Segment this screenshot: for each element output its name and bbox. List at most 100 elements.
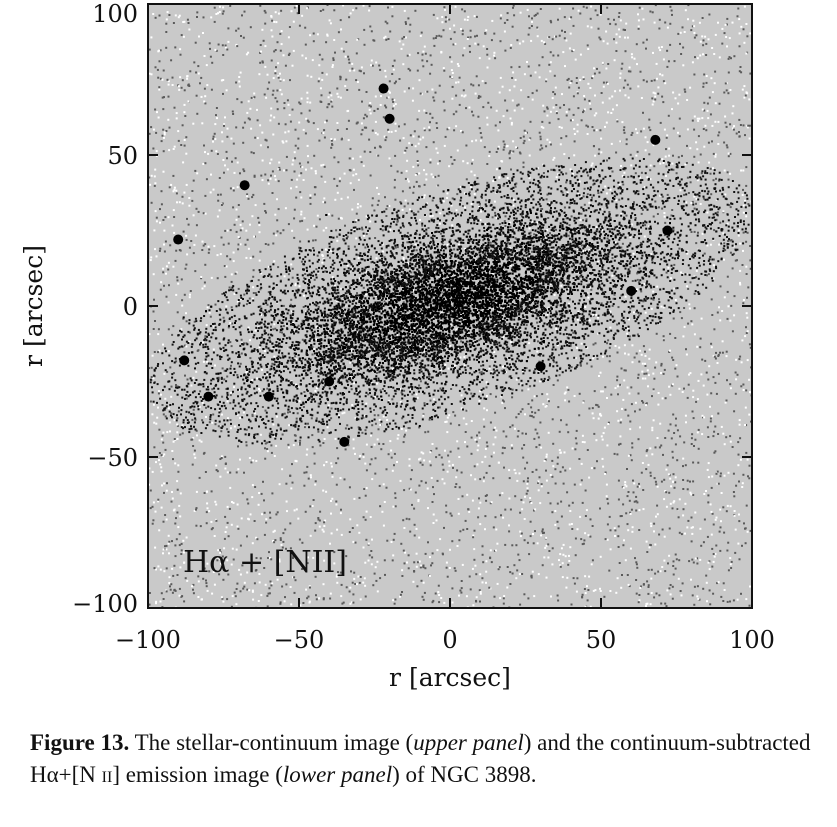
noise-pixel	[734, 371, 737, 374]
noise-pixel	[665, 605, 668, 608]
noise-pixel	[461, 131, 464, 134]
noise-pixel	[623, 131, 626, 134]
noise-pixel	[627, 96, 630, 99]
noise-pixel	[407, 567, 410, 570]
noise-pixel	[558, 449, 561, 452]
noise-pixel	[723, 258, 725, 261]
noise-pixel	[466, 38, 469, 40]
noise-pixel	[294, 459, 297, 462]
noise-pixel	[285, 482, 288, 485]
noise-pixel	[533, 14, 536, 17]
noise-pixel	[157, 500, 160, 503]
noise-pixel	[742, 383, 745, 386]
noise-pixel	[456, 469, 459, 472]
noise-pixel	[643, 283, 646, 285]
noise-pixel	[547, 543, 550, 546]
noise-pixel	[265, 346, 268, 349]
noise-pixel	[321, 528, 324, 531]
noise-pixel	[506, 12, 509, 15]
noise-pixel	[416, 150, 419, 153]
noise-pixel	[482, 106, 485, 109]
noise-pixel	[743, 5, 746, 8]
noise-pixel	[688, 373, 690, 376]
noise-pixel	[278, 161, 281, 164]
noise-pixel	[655, 483, 658, 486]
noise-pixel	[532, 542, 535, 545]
noise-pixel	[272, 232, 275, 235]
noise-pixel	[231, 501, 233, 503]
noise-pixel	[273, 50, 276, 53]
noise-pixel	[585, 509, 588, 512]
noise-pixel	[692, 461, 695, 464]
noise-pixel	[365, 115, 368, 118]
noise-pixel	[587, 82, 590, 85]
noise-pixel	[176, 279, 179, 282]
noise-pixel	[212, 413, 215, 416]
noise-pixel	[602, 85, 605, 88]
noise-pixel	[503, 30, 506, 33]
noise-pixel	[694, 438, 697, 441]
noise-pixel	[418, 426, 421, 429]
noise-pixel	[296, 412, 299, 415]
noise-pixel	[206, 502, 209, 505]
noise-pixel	[640, 130, 643, 133]
noise-pixel	[642, 127, 645, 130]
noise-pixel	[413, 130, 416, 133]
noise-pixel	[600, 414, 603, 417]
noise-pixel	[701, 108, 704, 111]
noise-pixel	[161, 96, 164, 99]
noise-pixel	[185, 136, 188, 139]
noise-pixel	[645, 454, 648, 457]
noise-pixel	[473, 558, 476, 561]
noise-pixel	[413, 561, 416, 564]
noise-pixel	[545, 145, 548, 148]
noise-pixel	[492, 526, 495, 529]
noise-pixel	[582, 249, 585, 252]
noise-pixel	[746, 458, 749, 461]
noise-pixel	[203, 344, 206, 347]
noise-pixel	[729, 435, 732, 438]
noise-pixel	[306, 597, 309, 600]
noise-pixel	[653, 522, 656, 525]
noise-pixel	[712, 264, 715, 267]
noise-pixel	[347, 270, 350, 272]
noise-pixel	[406, 231, 409, 234]
noise-pixel	[361, 431, 364, 434]
noise-pixel	[289, 547, 292, 550]
noise-pixel	[350, 570, 352, 573]
noise-pixel	[184, 577, 187, 580]
noise-pixel	[179, 566, 182, 569]
noise-pixel	[240, 352, 243, 355]
noise-pixel	[258, 573, 261, 575]
noise-pixel	[649, 10, 652, 13]
noise-pixel	[599, 13, 602, 16]
noise-pixel	[526, 482, 529, 485]
noise-pixel	[337, 457, 340, 460]
noise-pixel	[174, 46, 177, 49]
noise-pixel	[697, 176, 700, 179]
noise-pixel	[632, 491, 635, 494]
noise-pixel	[293, 576, 296, 579]
noise-pixel	[497, 461, 500, 464]
noise-pixel	[655, 515, 657, 518]
noise-pixel	[689, 181, 692, 184]
noise-pixel	[601, 229, 604, 232]
noise-pixel	[247, 100, 250, 103]
noise-pixel	[477, 84, 480, 87]
noise-pixel	[230, 605, 233, 608]
noise-pixel	[616, 351, 619, 354]
noise-pixel	[523, 444, 526, 446]
noise-pixel	[478, 437, 481, 440]
noise-pixel	[221, 597, 224, 600]
noise-pixel	[713, 451, 716, 454]
noise-pixel	[539, 138, 542, 141]
noise-pixel	[729, 505, 732, 508]
noise-pixel	[371, 204, 374, 207]
noise-pixel	[566, 576, 569, 579]
noise-pixel	[399, 388, 402, 390]
noise-pixel	[508, 283, 511, 286]
noise-pixel	[672, 501, 675, 504]
noise-pixel	[528, 15, 530, 18]
noise-pixel	[495, 528, 498, 531]
noise-pixel	[531, 20, 533, 23]
